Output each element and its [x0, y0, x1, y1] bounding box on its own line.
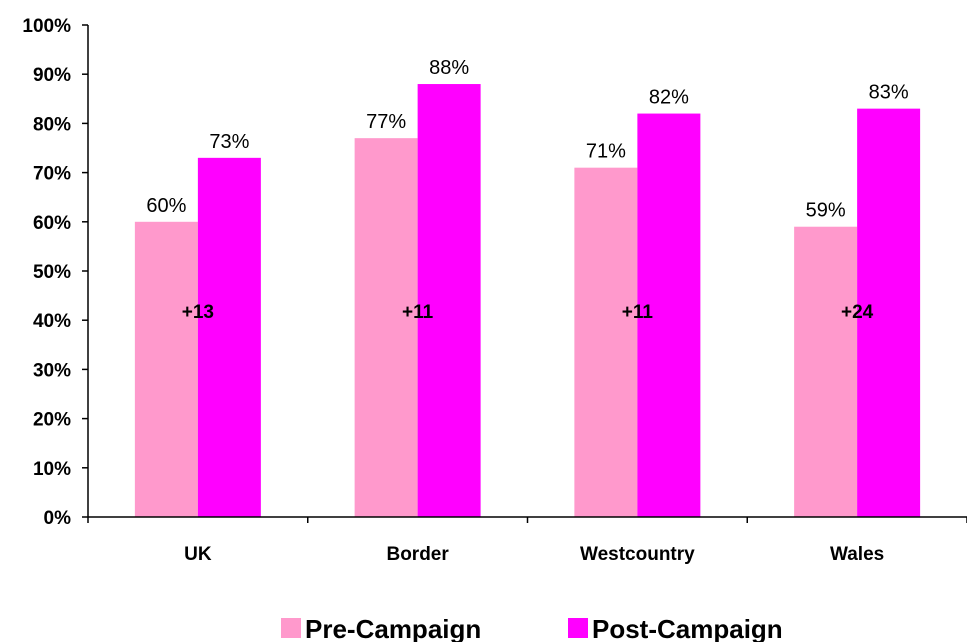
y-tick-label: 60%	[33, 213, 71, 234]
bar-post-campaign-border	[417, 84, 481, 517]
data-label-post-campaign-westcountry: 82%	[649, 87, 689, 109]
axes-layer: UK Border Westcountry Wales 0% 10% 20% 30% 40% 50…	[22, 16, 967, 565]
bar-post-campaign-wales	[857, 108, 921, 517]
y-tick-label: 90%	[33, 65, 71, 86]
data-label-post-campaign-uk: 73%	[209, 131, 249, 153]
legend-swatch-pre-campaign	[281, 618, 301, 638]
y-tick-label: 80%	[33, 114, 71, 135]
x-tick-label-wales: Wales	[830, 544, 884, 565]
data-label-post-campaign-wales: 83%	[869, 82, 909, 104]
bars-layer	[134, 84, 921, 518]
bar-pre-campaign-wales	[794, 226, 858, 517]
legend-label-post-campaign: Post-Campaign	[592, 614, 783, 642]
data-label-pre-campaign-uk: 60%	[146, 195, 186, 217]
x-tick-label-westcountry: Westcountry	[580, 544, 695, 565]
data-label-pre-campaign-westcountry: 71%	[586, 141, 626, 163]
difference-label-border: +11	[402, 302, 434, 323]
bar-post-campaign-westcountry	[637, 113, 701, 517]
bar-pre-campaign-westcountry	[574, 167, 638, 517]
legend-label-pre-campaign: Pre-Campaign	[305, 614, 481, 642]
bar-pre-campaign-uk	[134, 221, 198, 518]
y-tick-label: 30%	[33, 360, 71, 381]
bar-pre-campaign-border	[354, 138, 418, 517]
y-tick-label: 70%	[33, 164, 71, 185]
data-label-pre-campaign-border: 77%	[366, 111, 406, 133]
x-tick-label-uk: UK	[184, 544, 212, 565]
y-tick-label: 50%	[33, 262, 71, 283]
y-tick-label: 10%	[33, 459, 71, 480]
difference-label-wales: +24	[841, 302, 874, 323]
data-label-pre-campaign-wales: 59%	[806, 200, 846, 222]
difference-label-uk: +13	[182, 302, 214, 323]
data-label-post-campaign-border: 88%	[429, 57, 469, 79]
legend-swatch-post-campaign	[568, 618, 588, 638]
y-tick-label: 20%	[33, 410, 71, 431]
bar-post-campaign-uk	[197, 157, 261, 517]
y-tick-label: 100%	[22, 16, 71, 37]
x-tick-label-border: Border	[386, 544, 449, 565]
labels-layer: 60% 73% +13 77% 88% +11 71% 82% +11 59% 83% +24	[146, 57, 908, 323]
y-tick-label: 40%	[33, 311, 71, 332]
y-tick-label: 0%	[44, 508, 72, 529]
difference-label-westcountry: +11	[622, 302, 654, 323]
legend: Pre-Campaign Post-Campaign	[281, 614, 783, 642]
